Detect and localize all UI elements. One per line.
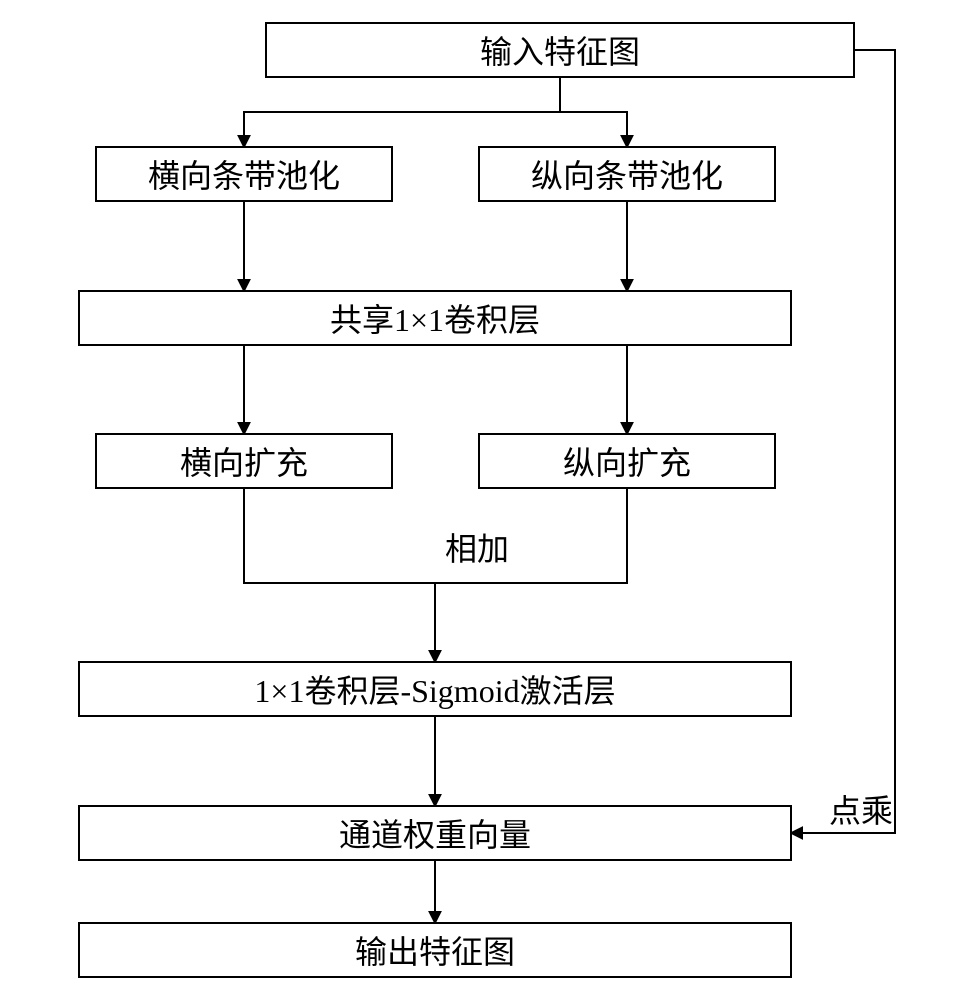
- node-output: 输出特征图: [78, 922, 792, 978]
- node-vertical-pool: 纵向条带池化: [478, 146, 776, 202]
- edge-split-v: [560, 112, 627, 146]
- node-label: 横向条带池化: [148, 151, 340, 197]
- edge-label-dot: 点乘: [829, 786, 893, 832]
- flowchart-canvas: 输入特征图 横向条带池化 纵向条带池化 共享1×1卷积层 横向扩充 纵向扩充 1…: [0, 0, 966, 1000]
- node-vertical-exp: 纵向扩充: [478, 433, 776, 489]
- edge-label-add: 相加: [445, 524, 509, 570]
- label-text: 相加: [445, 531, 509, 567]
- node-label: 输入特征图: [480, 27, 640, 73]
- node-label: 纵向扩充: [563, 438, 691, 484]
- node-label: 1×1卷积层-Sigmoid激活层: [254, 666, 615, 712]
- label-text: 点乘: [829, 793, 893, 829]
- node-label: 共享1×1卷积层: [330, 295, 540, 341]
- node-conv-sigmoid: 1×1卷积层-Sigmoid激活层: [78, 661, 792, 717]
- node-label: 通道权重向量: [339, 810, 531, 856]
- node-label: 输出特征图: [355, 927, 515, 973]
- node-horizontal-exp: 横向扩充: [95, 433, 393, 489]
- edge-split-h: [244, 112, 560, 146]
- node-label: 横向扩充: [180, 438, 308, 484]
- edge-input-side: [792, 50, 895, 833]
- node-input: 输入特征图: [265, 22, 855, 78]
- node-channel-weight: 通道权重向量: [78, 805, 792, 861]
- node-label: 纵向条带池化: [531, 151, 723, 197]
- node-shared-conv: 共享1×1卷积层: [78, 290, 792, 346]
- node-horizontal-pool: 横向条带池化: [95, 146, 393, 202]
- edge-hexp-merge: [244, 489, 435, 583]
